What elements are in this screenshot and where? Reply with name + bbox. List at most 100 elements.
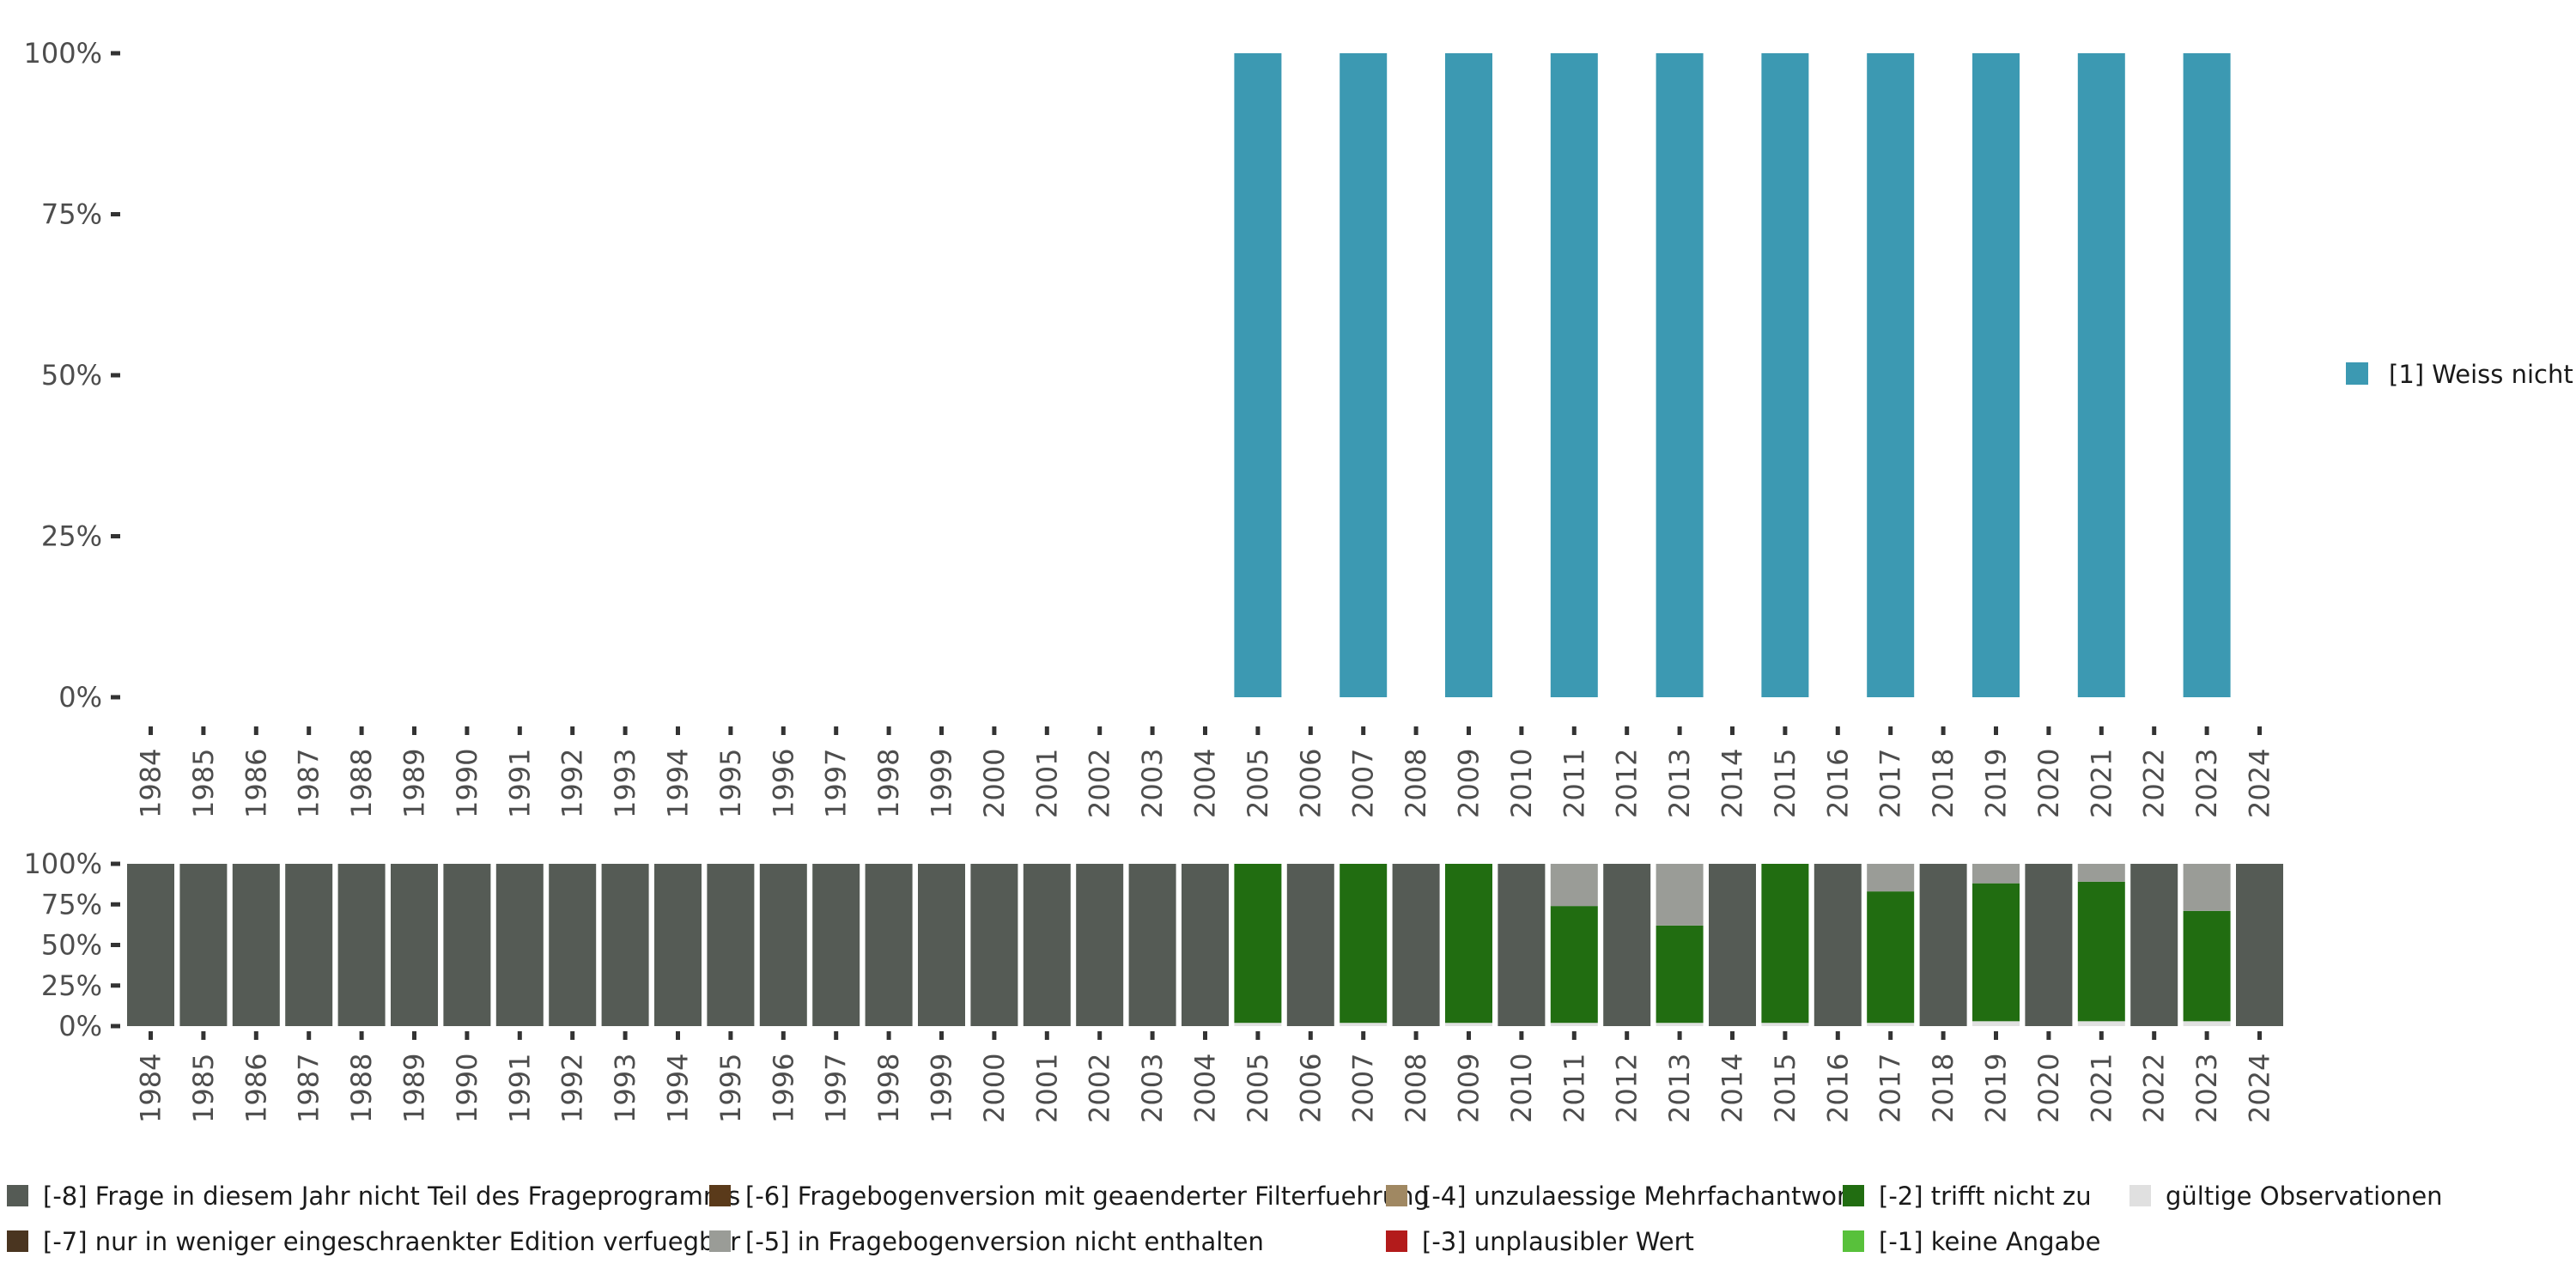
x-tick-label: 2003 xyxy=(1136,749,1169,818)
x-tick-label: 2016 xyxy=(1821,1054,1854,1123)
x-tick-label: 1995 xyxy=(714,749,747,818)
x-tick-label: 1988 xyxy=(345,1054,378,1123)
x-tick-label: 2014 xyxy=(1716,749,1749,818)
x-tick-label: 1984 xyxy=(135,749,167,818)
bar-2005 xyxy=(1234,53,1282,697)
bar-2017 xyxy=(1867,53,1915,697)
x-tick-label: 1997 xyxy=(820,749,853,818)
bar-segment-2004 xyxy=(1182,864,1229,1026)
x-tick-label: 2022 xyxy=(2138,749,2171,818)
legend-label: [-8] Frage in diesem Jahr nicht Teil des… xyxy=(43,1182,740,1211)
x-tick-label: 2022 xyxy=(2138,1054,2171,1123)
legend-key xyxy=(1843,1185,1864,1206)
bar-segment-2023 xyxy=(2183,910,2231,1022)
x-tick-label: 2013 xyxy=(1663,749,1696,818)
x-tick-label: 1996 xyxy=(767,1054,799,1123)
x-tick-label: 1995 xyxy=(714,1054,747,1123)
bar-segment-1996 xyxy=(759,864,807,1026)
bar-segment-2023 xyxy=(2183,864,2231,911)
bar-segment-1986 xyxy=(232,864,280,1026)
bar-2015 xyxy=(1761,53,1809,697)
bar-segment-2007 xyxy=(1340,864,1388,1024)
bar-segment-2006 xyxy=(1286,864,1334,1026)
bar-segment-1984 xyxy=(127,864,174,1026)
x-tick-label: 2006 xyxy=(1294,749,1327,818)
x-tick-label: 2009 xyxy=(1453,749,1485,818)
y-tick-label: 25% xyxy=(41,520,102,553)
x-tick-label: 2012 xyxy=(1611,1054,1643,1123)
bar-segment-2019 xyxy=(1972,864,2020,884)
x-tick-label: 1994 xyxy=(662,749,695,818)
bar-segment-1991 xyxy=(495,864,544,1026)
legend-label: [-5] in Fragebogenversion nicht enthalte… xyxy=(745,1227,1264,1256)
bar-segment-1995 xyxy=(707,864,755,1026)
x-tick-label: 2014 xyxy=(1716,1054,1749,1123)
x-tick-label: 2013 xyxy=(1663,1054,1696,1123)
x-tick-label: 2010 xyxy=(1505,1054,1538,1123)
legend-key xyxy=(1386,1230,1407,1252)
x-tick-label: 1999 xyxy=(926,749,958,818)
x-tick-label: 2015 xyxy=(1769,749,1801,818)
bar-2023 xyxy=(2183,53,2231,697)
bar-segment-1998 xyxy=(865,864,913,1026)
legend-key-weiss-nicht xyxy=(2346,362,2368,385)
x-tick-label: 1987 xyxy=(293,1054,325,1123)
top-chart-panel: 0% 25% 50% 75% 100% 1984 1985 1986 1987 1988 1989 1… xyxy=(24,37,2276,818)
bar-segment-2008 xyxy=(1392,864,1440,1026)
x-tick-label: 2018 xyxy=(1927,1054,1959,1123)
y-tick-label: 50% xyxy=(41,929,102,962)
bar-2009 xyxy=(1445,53,1492,697)
x-tick-label: 2019 xyxy=(1980,749,2013,818)
x-tick-label: 1997 xyxy=(820,1054,853,1123)
legend-label: [-3] unplausibler Wert xyxy=(1422,1227,1694,1256)
x-tick-label: 2007 xyxy=(1347,1054,1380,1123)
bar-segment-2013 xyxy=(1656,1023,1704,1026)
y-tick-label: 25% xyxy=(41,969,102,1002)
bar-segment-1992 xyxy=(549,864,597,1026)
bar-segment-2011 xyxy=(1550,864,1598,907)
bar-segment-2017 xyxy=(1867,891,1915,1024)
legend-key xyxy=(709,1230,731,1252)
x-tick-label: 2020 xyxy=(2032,1054,2065,1123)
x-tick-label: 2003 xyxy=(1136,1054,1169,1123)
bar-2007 xyxy=(1340,53,1388,697)
y-tick-label: 75% xyxy=(41,888,102,920)
bar-segment-2005 xyxy=(1234,864,1282,1024)
bar-segment-2013 xyxy=(1656,864,1704,926)
bar-segment-2019 xyxy=(1972,1021,2020,1026)
x-tick-label: 1984 xyxy=(135,1054,167,1123)
x-tick-label: 1998 xyxy=(872,1054,905,1123)
x-tick-label: 1993 xyxy=(609,1054,641,1123)
bottom-chart-panel: 0% 25% 50% 75% 100% 1984 1985 1986 1987 1988 1989 1… xyxy=(24,848,2283,1123)
x-tick-label: 1994 xyxy=(662,1054,695,1123)
legend-key xyxy=(7,1185,28,1206)
x-tick-label: 1987 xyxy=(293,749,325,818)
bar-segment-2015 xyxy=(1761,864,1809,1024)
bar-segment-2009 xyxy=(1445,1023,1492,1026)
x-tick-label: 2020 xyxy=(2032,749,2065,818)
bar-segment-2010 xyxy=(1498,864,1546,1026)
x-tick-label: 1989 xyxy=(398,1054,431,1123)
x-tick-label: 2023 xyxy=(2190,1054,2223,1123)
bar-segment-2018 xyxy=(1919,864,1967,1026)
y-tick-label: 50% xyxy=(41,359,102,392)
x-tick-label: 1986 xyxy=(240,749,272,818)
x-tick-label: 2009 xyxy=(1453,1054,1485,1123)
x-tick-label: 2001 xyxy=(1030,1054,1063,1123)
x-tick-label: 2023 xyxy=(2190,749,2223,818)
x-tick-label: 1985 xyxy=(187,1054,220,1123)
y-tick-label: 0% xyxy=(58,681,102,714)
x-tick-label: 1988 xyxy=(345,749,378,818)
x-tick-label: 1985 xyxy=(187,749,220,818)
legend-label: [-7] nur in weniger eingeschraenkter Edi… xyxy=(43,1227,740,1256)
legend-label: gültige Observationen xyxy=(2166,1182,2443,1211)
x-tick-label: 2005 xyxy=(1242,1054,1274,1123)
x-tick-label: 2004 xyxy=(1189,749,1222,818)
x-tick-label: 1992 xyxy=(556,1054,589,1123)
x-tick-label: 2024 xyxy=(2244,1054,2276,1123)
x-tick-label: 2002 xyxy=(1084,1054,1116,1123)
bar-segment-1994 xyxy=(654,864,702,1026)
legend-label: [-2] trifft nicht zu xyxy=(1879,1182,2092,1211)
x-tick-label: 2021 xyxy=(2085,1054,2117,1123)
